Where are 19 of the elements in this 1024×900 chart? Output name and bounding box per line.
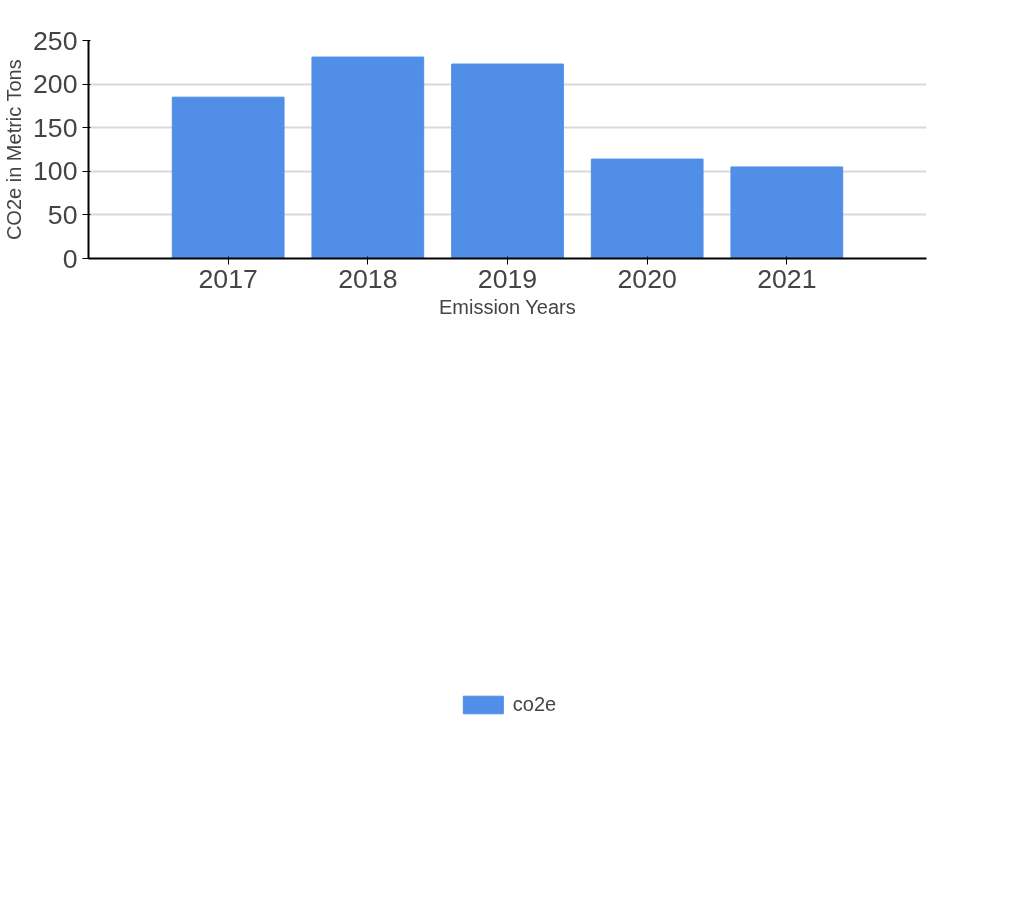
bar — [451, 63, 564, 259]
x-tick-label: 2020 — [617, 263, 677, 294]
y-axis-title: CO2e in Metric Tons — [3, 59, 26, 241]
x-tick-label: 2021 — [757, 263, 817, 294]
x-axis-title: Emission Years — [438, 295, 576, 318]
x-tick-label: 2019 — [477, 263, 538, 294]
y-tick-label: 50 — [47, 199, 78, 230]
bar — [311, 56, 425, 259]
legend-label: co2e — [512, 692, 557, 716]
bar — [590, 158, 704, 259]
y-tick-label: 100 — [33, 156, 78, 187]
y-tick-label: 250 — [33, 25, 78, 56]
y-tick-label: 0 — [62, 243, 78, 274]
x-tick-label: 2017 — [198, 263, 258, 294]
y-tick-label: 150 — [33, 112, 78, 143]
bar — [730, 166, 844, 259]
x-tick-label: 2018 — [338, 263, 398, 294]
bar — [171, 96, 285, 259]
y-tick-label: 200 — [33, 69, 78, 100]
